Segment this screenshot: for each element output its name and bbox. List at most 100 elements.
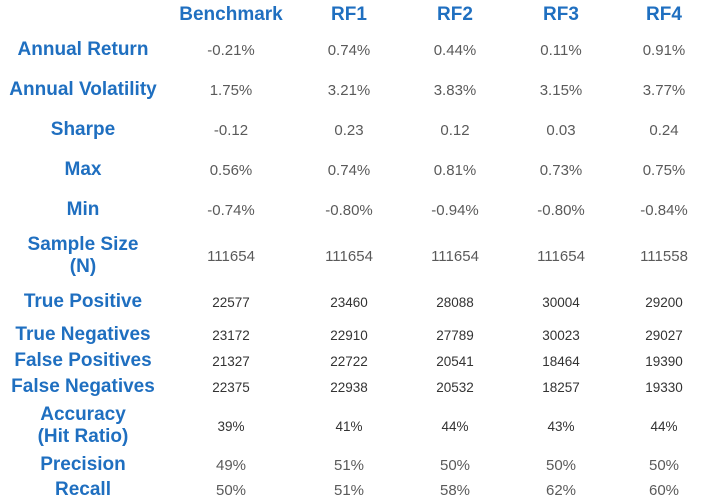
table-cell: -0.74%	[207, 201, 255, 219]
row-label-recall: Recall	[55, 479, 111, 500]
table-row: Precision 49% 51% 50% 50% 50%	[0, 452, 714, 478]
table-cell: 20532	[436, 379, 474, 395]
table-cell: -0.21%	[207, 41, 255, 59]
table-row: True Negatives 23172 22910 27789 30023 2…	[0, 322, 714, 348]
row-label-annual-volatility: Annual Volatility	[9, 79, 157, 100]
table-cell: -0.80%	[325, 201, 373, 219]
row-label-true-negatives: True Negatives	[15, 324, 151, 345]
table-cell: 3.77%	[642, 81, 686, 99]
table-row: Min -0.74% -0.80% -0.94% -0.80% -0.84%	[0, 190, 714, 230]
table-cell: 50%	[545, 456, 577, 474]
table-cell: 18464	[542, 353, 580, 369]
table-cell: 50%	[439, 456, 471, 474]
table-cell: 3.15%	[539, 81, 583, 99]
table-row: True Positive 22577 23460 28088 30004 29…	[0, 282, 714, 322]
table-cell: 51%	[333, 456, 365, 474]
table-cell: 21327	[212, 353, 250, 369]
table-cell: 111558	[640, 247, 688, 265]
header-rf2: RF2	[437, 4, 473, 25]
table-cell: 0.75%	[642, 161, 686, 179]
row-label-max: Max	[64, 159, 102, 180]
table-cell: 49%	[215, 456, 247, 474]
table-cell: -0.84%	[640, 201, 688, 219]
row-label-sharpe: Sharpe	[50, 119, 116, 140]
table-cell: -0.12	[213, 121, 249, 139]
row-label-false-positives: False Positives	[14, 350, 152, 371]
table-cell: 28088	[436, 294, 474, 310]
table-cell: 23460	[330, 294, 368, 310]
row-label-precision: Precision	[40, 454, 126, 475]
table-cell: 30004	[542, 294, 580, 310]
table-cell: 0.74%	[327, 41, 371, 59]
row-label-accuracy: Accuracy (Hit Ratio)	[0, 400, 166, 452]
table-cell: 22910	[330, 327, 368, 343]
table-cell: 18257	[542, 379, 580, 395]
row-label-false-negatives: False Negatives	[11, 376, 155, 397]
table-cell: 3.21%	[327, 81, 371, 99]
table-cell: 62%	[545, 481, 577, 499]
table-cell: 111654	[325, 247, 373, 265]
table-cell: 23172	[212, 327, 250, 343]
table-cell: 19330	[645, 379, 683, 395]
header-rf1: RF1	[331, 4, 367, 25]
table-row: Sample Size (N) 111654 111654 111654 111…	[0, 230, 714, 282]
table-cell: 43%	[547, 418, 575, 434]
row-label-sample-size: Sample Size (N)	[0, 230, 166, 282]
table-cell: 0.74%	[327, 161, 371, 179]
table-cell: 111654	[207, 247, 255, 265]
table-cell: 22938	[330, 379, 368, 395]
table-cell: 41%	[335, 418, 363, 434]
table-cell: 29200	[645, 294, 683, 310]
row-label-line: Accuracy	[40, 404, 126, 425]
table-cell: 0.91%	[642, 41, 686, 59]
table-row: Annual Return -0.21% 0.74% 0.44% 0.11% 0…	[0, 30, 714, 70]
row-label-min: Min	[66, 199, 100, 220]
table-cell: 0.23	[334, 121, 364, 139]
table-row: Recall 50% 51% 58% 62% 60%	[0, 478, 714, 502]
header-corner	[0, 0, 166, 30]
table-cell: 30023	[542, 327, 580, 343]
table-cell: 1.75%	[209, 81, 253, 99]
table-cell: 0.11%	[540, 41, 582, 59]
table-cell: 0.81%	[433, 161, 477, 179]
row-label-line: (N)	[69, 256, 97, 277]
table-cell: -0.80%	[537, 201, 585, 219]
row-label-true-positive: True Positive	[23, 291, 143, 312]
header-row: Benchmark RF1 RF2 RF3 RF4	[0, 0, 714, 30]
table-cell: 50%	[215, 481, 247, 499]
table-cell: 27789	[436, 327, 474, 343]
table-cell: 19390	[645, 353, 683, 369]
table-cell: 50%	[648, 456, 680, 474]
table-cell: 60%	[648, 481, 680, 499]
table-row: False Negatives 22375 22938 20532 18257 …	[0, 374, 714, 400]
table-cell: 22722	[330, 353, 368, 369]
table-cell: 44%	[441, 418, 469, 434]
table-cell: 39%	[217, 418, 245, 434]
table-cell: 0.73%	[539, 161, 583, 179]
table-row: Max 0.56% 0.74% 0.81% 0.73% 0.75%	[0, 150, 714, 190]
row-label-line: (Hit Ratio)	[37, 426, 129, 447]
header-benchmark: Benchmark	[179, 4, 283, 25]
table-cell: 22577	[212, 294, 250, 310]
table-cell: 58%	[439, 481, 471, 499]
table-cell: 111654	[537, 247, 585, 265]
table-cell: 29027	[645, 327, 683, 343]
table-cell: 22375	[212, 379, 250, 395]
table-row: Accuracy (Hit Ratio) 39% 41% 44% 43% 44%	[0, 400, 714, 452]
table-cell: 3.83%	[433, 81, 477, 99]
table-cell: 0.03	[546, 121, 576, 139]
table-cell: 0.56%	[209, 161, 253, 179]
table-cell: 0.12	[440, 121, 470, 139]
table-cell: 0.44%	[433, 41, 477, 59]
table-row: False Positives 21327 22722 20541 18464 …	[0, 348, 714, 374]
table-cell: -0.94%	[431, 201, 479, 219]
table-cell: 51%	[333, 481, 365, 499]
row-label-annual-return: Annual Return	[17, 39, 149, 60]
table-cell: 111654	[431, 247, 479, 265]
table-cell: 0.24	[649, 121, 679, 139]
table-cell: 20541	[436, 353, 474, 369]
row-label-line: Sample Size	[27, 234, 139, 255]
header-rf3: RF3	[543, 4, 579, 25]
table-row: Sharpe -0.12 0.23 0.12 0.03 0.24	[0, 110, 714, 150]
